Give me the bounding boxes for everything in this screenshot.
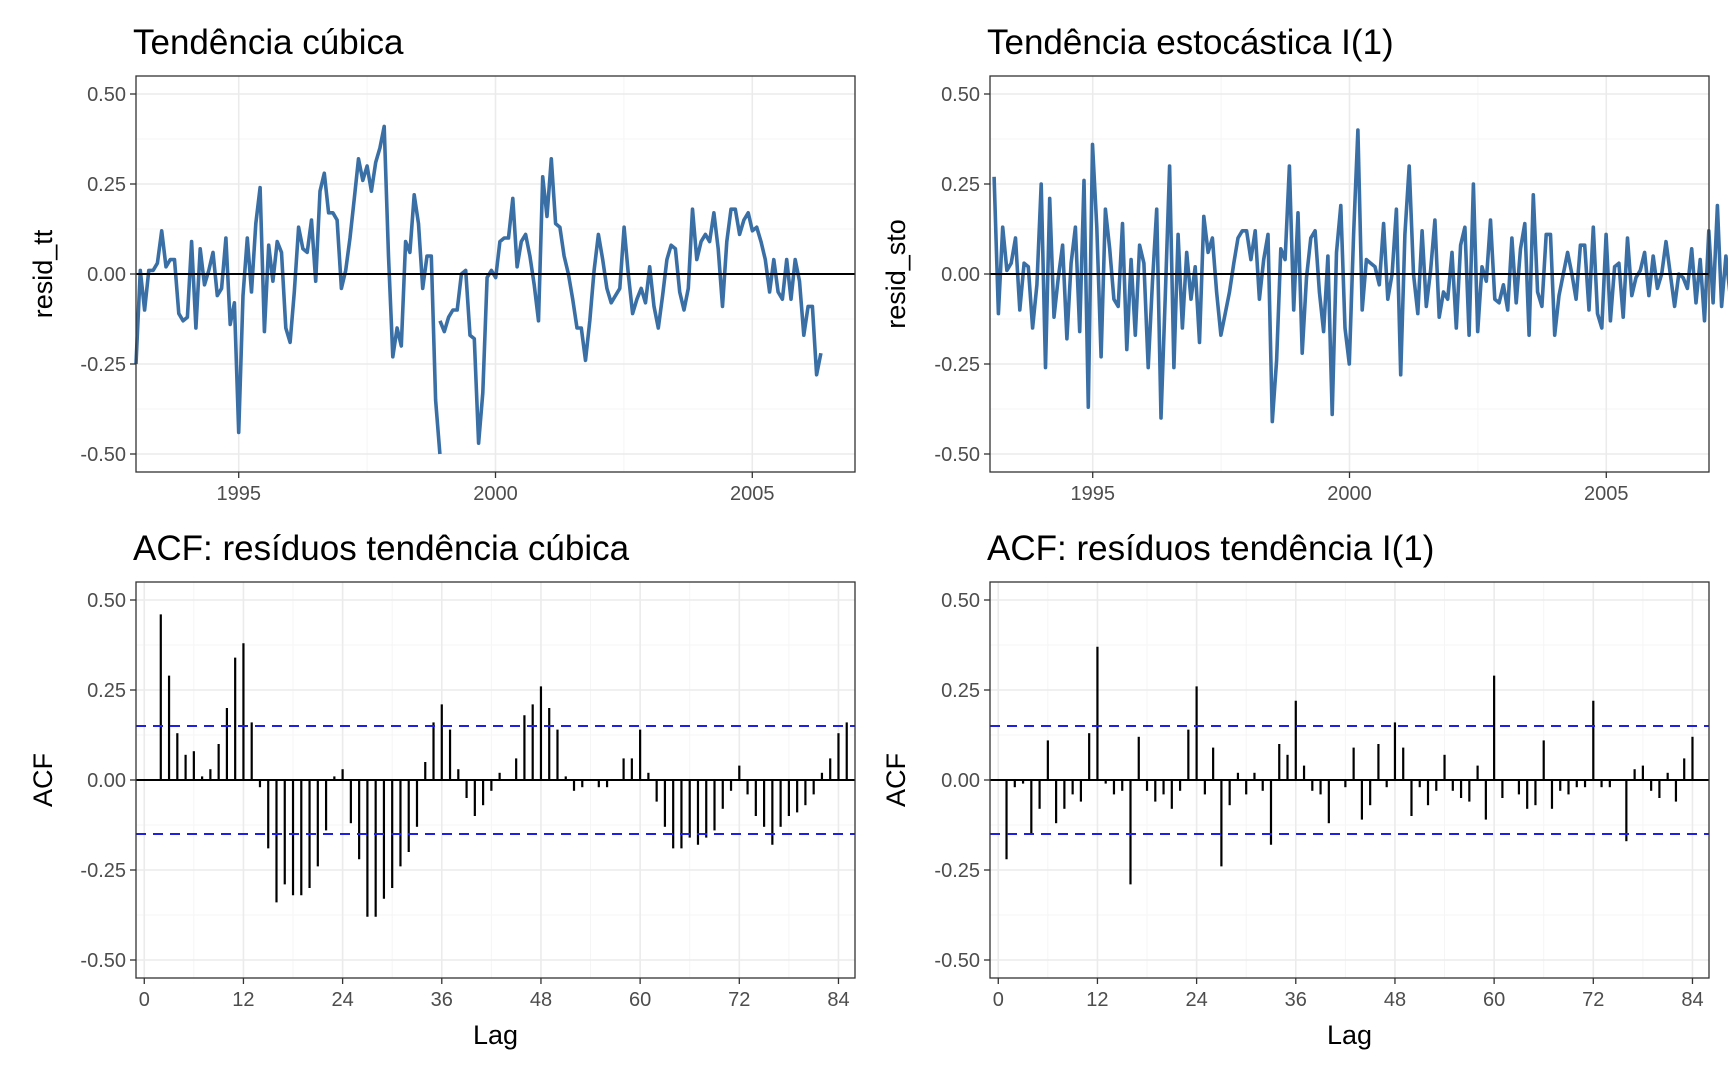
y-tick-label: 0.50 xyxy=(87,84,126,106)
x-axis-label: Lag xyxy=(1327,1020,1372,1050)
y-tick-label: -0.25 xyxy=(934,860,980,882)
series-line-resid_sto-segment-1 xyxy=(992,128,1728,424)
y-tick-label: -0.50 xyxy=(934,444,980,466)
x-tick-label: 2005 xyxy=(730,483,775,505)
y-axis-label: resid_sto xyxy=(881,219,911,329)
x-tick-label: 60 xyxy=(1483,989,1505,1011)
chart-title: Tendência cúbica xyxy=(133,23,404,62)
x-tick-label: 72 xyxy=(728,989,750,1011)
y-tick-label: 0.50 xyxy=(87,590,126,612)
chart-panel-1: -0.50 -0.25 0.00 0.25 0.50 1995 2000 2005 Tendên… xyxy=(28,23,856,505)
y-tick-label: 0.00 xyxy=(87,264,126,286)
y-tick-label: 0.00 xyxy=(941,264,980,286)
chart-title: ACF: resíduos tendência cúbica xyxy=(133,529,630,568)
y-tick-label: -0.25 xyxy=(80,860,126,882)
x-tick-label: 60 xyxy=(629,989,651,1011)
x-tick-label: 2005 xyxy=(1584,483,1629,505)
chart-title: ACF: resíduos tendência I(1) xyxy=(987,529,1434,568)
y-tick-label: 0.00 xyxy=(941,770,980,792)
y-tick-label: -0.50 xyxy=(80,950,126,972)
y-tick-label: 0.25 xyxy=(941,174,980,196)
x-tick-label: 48 xyxy=(530,989,552,1011)
x-tick-label: 84 xyxy=(1681,989,1703,1011)
y-tick-label: 0.25 xyxy=(87,680,126,702)
y-tick-label: 0.25 xyxy=(87,174,126,196)
y-tick-label: -0.50 xyxy=(934,950,980,972)
chart-panel-3: -0.50 -0.25 0.00 0.25 0.50 0 12 24 36 48 60 72 84 ACF… xyxy=(28,529,856,1050)
series-line-resid_tt-segment-1 xyxy=(134,124,442,455)
y-tick-label: 0.25 xyxy=(941,680,980,702)
x-tick-label: 0 xyxy=(993,989,1004,1011)
x-tick-label: 72 xyxy=(1582,989,1604,1011)
y-axis-label: ACF xyxy=(881,753,911,807)
chart-title: Tendência estocástica I(1) xyxy=(987,23,1394,62)
x-tick-label: 1995 xyxy=(1070,483,1115,505)
x-tick-label: 1995 xyxy=(216,483,261,505)
y-tick-label: -0.25 xyxy=(934,354,980,376)
chart-panel-4: -0.50 -0.25 0.00 0.25 0.50 0 12 24 36 48 60 72 84 ACF… xyxy=(881,529,1710,1050)
y-tick-label: 0.00 xyxy=(87,770,126,792)
series-line-resid_tt-segment-2 xyxy=(438,157,823,446)
chart-panel-2: -0.50 -0.25 0.00 0.25 0.50 1995 2000 2005 Tendên… xyxy=(881,23,1728,505)
x-tick-label: 48 xyxy=(1384,989,1406,1011)
y-tick-label: -0.50 xyxy=(80,444,126,466)
y-tick-label: 0.50 xyxy=(941,84,980,106)
x-tick-label: 36 xyxy=(431,989,453,1011)
x-tick-label: 24 xyxy=(331,989,353,1011)
x-tick-label: 2000 xyxy=(1327,483,1372,505)
x-tick-label: 36 xyxy=(1285,989,1307,1011)
y-axis-label: resid_tt xyxy=(28,229,58,318)
x-tick-label: 12 xyxy=(232,989,254,1011)
y-axis-label: ACF xyxy=(28,753,58,807)
x-tick-label: 24 xyxy=(1185,989,1207,1011)
x-tick-label: 0 xyxy=(139,989,150,1011)
y-tick-label: 0.50 xyxy=(941,590,980,612)
x-axis-label: Lag xyxy=(473,1020,518,1050)
x-tick-label: 12 xyxy=(1086,989,1108,1011)
x-tick-label: 2000 xyxy=(473,483,518,505)
y-tick-label: -0.25 xyxy=(80,354,126,376)
x-tick-label: 84 xyxy=(827,989,849,1011)
